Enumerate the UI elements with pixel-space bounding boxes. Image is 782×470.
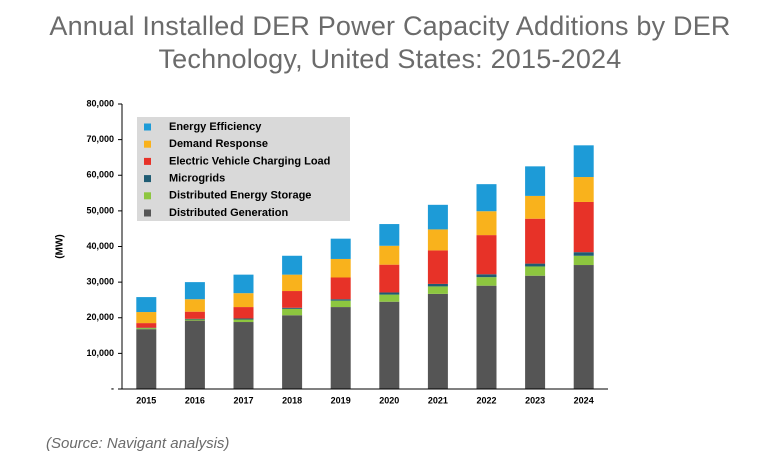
- bar-segment: [282, 308, 303, 316]
- bar-segment: [525, 218, 546, 264]
- bar-segment: [525, 195, 546, 219]
- bar-segment: [233, 274, 254, 294]
- bar-segment: [573, 255, 594, 266]
- chart-title: Annual Installed DER Power Capacity Addi…: [49, 11, 731, 74]
- bar-segment: [476, 274, 497, 278]
- bar-segment: [379, 294, 400, 302]
- bar-segment: [476, 285, 497, 389]
- bar-segment: [233, 322, 254, 389]
- bar-segment: [525, 166, 546, 196]
- bar-segment: [233, 318, 254, 320]
- bar-segment: [282, 255, 303, 275]
- bar-segment: [184, 319, 205, 321]
- legend-label: Demand Response: [169, 138, 268, 150]
- bar-segment: [573, 252, 594, 256]
- bar-segment: [573, 265, 594, 389]
- bar-segment: [379, 245, 400, 265]
- bar-segment: [233, 319, 254, 323]
- y-tick-label: -: [111, 383, 114, 393]
- x-tick-label: 2023: [525, 395, 545, 405]
- bar-segment: [427, 250, 448, 284]
- bar-segment: [282, 291, 303, 308]
- bar-segment: [525, 266, 546, 276]
- y-tick-label: 50,000: [86, 205, 114, 215]
- legend-label: Distributed Generation: [169, 207, 288, 219]
- x-tick-label: 2018: [282, 395, 302, 405]
- bar-segment: [427, 286, 448, 294]
- bar-segment: [379, 224, 400, 246]
- bar-segment: [136, 329, 157, 389]
- legend-box: [137, 117, 350, 221]
- bar-segment: [525, 275, 546, 389]
- bar-segment: [330, 299, 351, 301]
- legend-label: Electric Vehicle Charging Load: [169, 155, 330, 167]
- bar-segment: [233, 307, 254, 319]
- legend-swatch: [144, 123, 151, 131]
- y-axis-label: (MW): [55, 234, 66, 258]
- x-tick-label: 2021: [428, 395, 448, 405]
- bar-segment: [282, 307, 303, 309]
- bar-segment: [476, 211, 497, 236]
- x-tick-label: 2016: [185, 395, 205, 405]
- bar-segment: [573, 177, 594, 202]
- legend-label: Microgrids: [169, 173, 225, 185]
- bar-segment: [136, 328, 157, 330]
- x-tick-label: 2015: [136, 395, 156, 405]
- bar-segment: [427, 293, 448, 389]
- bar-segment: [476, 184, 497, 212]
- bar-segment: [427, 204, 448, 230]
- bar-segment: [184, 299, 205, 312]
- bar-segment: [379, 292, 400, 295]
- bar-segment: [427, 283, 448, 287]
- legend-label: Energy Efficiency: [169, 121, 262, 133]
- bar-segment: [184, 311, 205, 319]
- legend-swatch: [144, 209, 151, 217]
- legend-swatch: [144, 192, 151, 200]
- legend-swatch: [144, 140, 151, 148]
- x-tick-label: 2022: [476, 395, 496, 405]
- y-tick-label: 60,000: [86, 170, 114, 180]
- bar-segment: [330, 238, 351, 259]
- bar-segment: [184, 318, 205, 320]
- bar-segment: [233, 293, 254, 308]
- x-tick-label: 2019: [331, 395, 351, 405]
- source-note: (Source: Navigant analysis): [46, 435, 230, 452]
- legend-label: Distributed Energy Storage: [169, 190, 311, 202]
- x-tick-label: 2024: [574, 395, 594, 405]
- x-tick-label: 2020: [379, 395, 399, 405]
- bar-segment: [573, 145, 594, 178]
- bar-segment: [525, 263, 546, 267]
- bar-segment: [573, 201, 594, 253]
- bar-segment: [330, 258, 351, 278]
- bar-segment: [427, 229, 448, 251]
- bar-segment: [282, 315, 303, 389]
- bar-segment: [136, 297, 157, 313]
- bar-segment: [379, 301, 400, 389]
- bar-segment: [330, 277, 351, 300]
- bar-segment: [330, 300, 351, 308]
- x-tick-label: 2017: [233, 395, 253, 405]
- y-tick-label: 70,000: [86, 134, 114, 144]
- y-tick-label: 10,000: [86, 348, 114, 358]
- bar-segment: [330, 307, 351, 389]
- bar-segment: [476, 235, 497, 275]
- bar-segment: [379, 264, 400, 293]
- y-tick-label: 30,000: [86, 277, 114, 287]
- bar-segment: [476, 277, 497, 286]
- y-tick-label: 40,000: [86, 241, 114, 251]
- legend-swatch: [144, 157, 151, 165]
- legend-swatch: [144, 175, 151, 183]
- bar-segment: [282, 274, 303, 292]
- bar-segment: [184, 282, 205, 300]
- bar-segment: [136, 323, 157, 328]
- bar-segment: [136, 312, 157, 324]
- bar-segment: [184, 320, 205, 389]
- y-tick-label: 20,000: [86, 312, 114, 322]
- y-tick-label: 80,000: [86, 98, 114, 108]
